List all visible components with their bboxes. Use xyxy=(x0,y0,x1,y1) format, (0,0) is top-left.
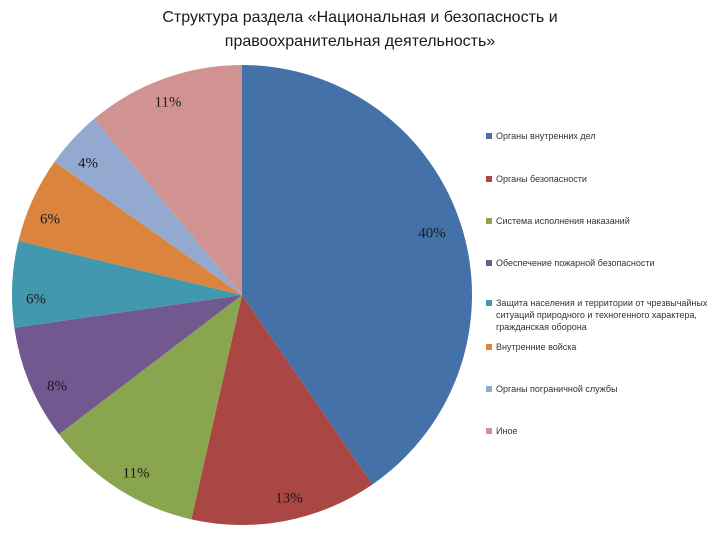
legend-label: Органы безопасности xyxy=(496,174,587,184)
legend-item-6: Внутренние войска xyxy=(486,341,716,353)
legend-label: Иное xyxy=(496,426,518,436)
legend-label: Органы пограничной службы xyxy=(496,384,618,394)
pie-slice-5 xyxy=(11,240,243,328)
data-label-5: 6% xyxy=(26,291,46,307)
data-label-8: 11% xyxy=(155,94,182,110)
pie-slice-6 xyxy=(18,161,243,295)
pie-slice-2 xyxy=(191,295,373,526)
chart-legend: Органы внутренних дел Органы безопасности… xyxy=(486,0,716,540)
legend-swatch xyxy=(486,133,492,139)
pie-slice-7 xyxy=(54,118,243,295)
legend-label: Внутренние войска xyxy=(496,342,577,352)
legend-label: Система исполнения наказаний xyxy=(496,216,630,226)
pie-slice-3 xyxy=(58,295,242,520)
legend-item-4: Обеспечение пожарной безопасности xyxy=(486,257,716,269)
legend-item-3: Система исполнения наказаний xyxy=(486,215,716,227)
legend-item-7: Органы пограничной службы xyxy=(486,383,716,395)
pie-slice-4 xyxy=(14,295,243,435)
legend-item-8: Иное xyxy=(486,425,716,437)
legend-item-2: Органы безопасности xyxy=(486,173,716,185)
pie-slice-1 xyxy=(242,65,473,485)
legend-swatch xyxy=(486,218,492,224)
legend-label: Органы внутренних дел xyxy=(496,131,596,141)
chart-title-line-2: правоохранительная деятельность» xyxy=(224,33,496,50)
legend-swatch xyxy=(486,344,492,350)
data-label-1: 40% xyxy=(418,225,446,241)
legend-swatch xyxy=(486,386,492,392)
data-label-7: 4% xyxy=(78,155,98,171)
data-label-6: 6% xyxy=(40,211,60,227)
data-label-4: 8% xyxy=(47,378,67,394)
data-label-3: 11% xyxy=(123,465,150,481)
data-label-2: 13% xyxy=(275,490,303,506)
legend-label: Защита населения и территории от чрезвыч… xyxy=(496,298,708,332)
legend-item-5: Защита населения и территории от чрезвыч… xyxy=(486,297,716,333)
legend-swatch xyxy=(486,428,492,434)
chart-title-line-1: Структура раздела «Национальная и безопа… xyxy=(162,9,558,26)
legend-swatch xyxy=(486,260,492,266)
pie-slice-8 xyxy=(94,65,242,295)
legend-swatch xyxy=(486,300,492,306)
legend-swatch xyxy=(486,176,492,182)
chart-title: Структура раздела «Национальная и безопа… xyxy=(0,6,720,54)
legend-label: Обеспечение пожарной безопасности xyxy=(496,258,655,268)
legend-item-1: Органы внутренних дел xyxy=(486,130,716,142)
